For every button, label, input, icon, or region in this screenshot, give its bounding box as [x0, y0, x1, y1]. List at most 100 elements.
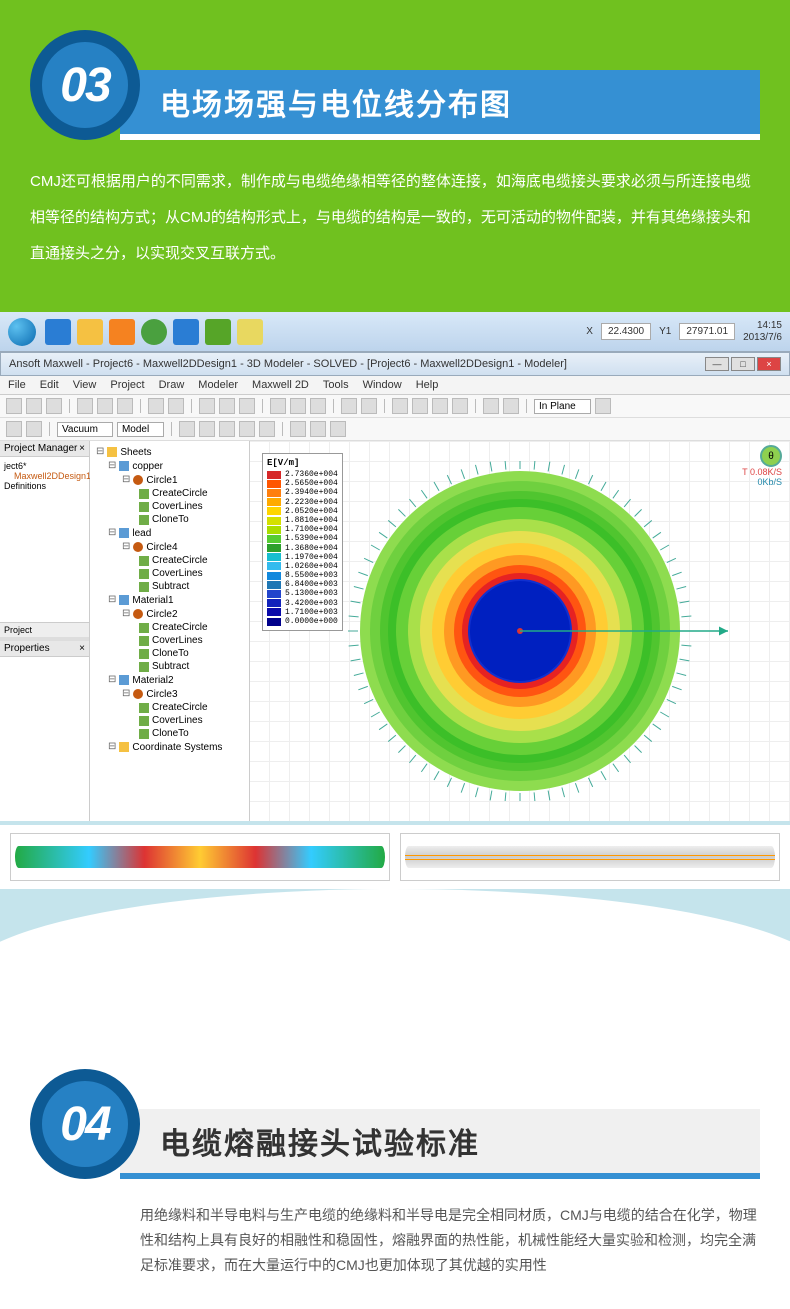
tool-d13[interactable]	[483, 398, 499, 414]
menu-file[interactable]: File	[8, 379, 26, 391]
tool2-8[interactable]	[290, 421, 306, 437]
tree-item[interactable]: ⊟Circle3	[94, 687, 245, 701]
tool2-5[interactable]	[219, 421, 235, 437]
tree-item[interactable]: CoverLines	[94, 714, 245, 727]
taskbar-clock[interactable]: 14:15 2013/7/6	[743, 320, 782, 344]
menu-edit[interactable]: Edit	[40, 379, 59, 391]
tool-save[interactable]	[46, 398, 62, 414]
legend-row: 1.7100e+004	[267, 525, 338, 534]
tool2-6[interactable]	[239, 421, 255, 437]
taskbar-app-icon[interactable]	[109, 319, 135, 345]
ansoft-screenshot: X 22.4300 Y1 27971.01 14:15 2013/7/6 Ans…	[0, 312, 790, 821]
tree-item[interactable]: ⊟Coordinate Systems	[94, 740, 245, 754]
tree-item[interactable]: CreateCircle	[94, 487, 245, 500]
taskbar-explorer-icon[interactable]	[77, 319, 103, 345]
tree-item[interactable]: ⊟Circle4	[94, 540, 245, 554]
tree-item[interactable]: CloneTo	[94, 727, 245, 740]
tree-item[interactable]: CreateCircle	[94, 621, 245, 634]
tool-d14[interactable]	[503, 398, 519, 414]
tool2-9[interactable]	[310, 421, 326, 437]
menu-window[interactable]: Window	[363, 379, 402, 391]
tree-item[interactable]: ⊟Material1	[94, 593, 245, 607]
taskbar-media-icon[interactable]	[141, 319, 167, 345]
tool2-4[interactable]	[199, 421, 215, 437]
tree-item[interactable]: ⊟Circle1	[94, 473, 245, 487]
tool-d7[interactable]	[341, 398, 357, 414]
tree-item[interactable]: ⊟copper	[94, 459, 245, 473]
tree-item[interactable]: Subtract	[94, 580, 245, 593]
taskbar-app2-icon[interactable]	[173, 319, 199, 345]
menu-modeler[interactable]: Modeler	[198, 379, 238, 391]
tree-root[interactable]: ⊟ Sheets	[94, 445, 245, 459]
tool-d2[interactable]	[219, 398, 235, 414]
tool-d5[interactable]	[290, 398, 306, 414]
menu-help[interactable]: Help	[416, 379, 439, 391]
model-select[interactable]: Model	[117, 422, 164, 437]
toolbar-1: In Plane	[0, 395, 790, 418]
tree-item[interactable]: CreateCircle	[94, 701, 245, 714]
tree-item[interactable]: Subtract	[94, 660, 245, 673]
close-button[interactable]: ×	[757, 357, 781, 371]
tool-d4[interactable]	[270, 398, 286, 414]
tree-item[interactable]: ⊟Circle2	[94, 607, 245, 621]
tool-d12[interactable]	[452, 398, 468, 414]
material-select[interactable]: Vacuum	[57, 422, 113, 437]
minimize-button[interactable]: —	[705, 357, 729, 371]
menubar: File Edit View Project Draw Modeler Maxwell 2D…	[0, 376, 790, 395]
menu-tools[interactable]: Tools	[323, 379, 349, 391]
tool-d11[interactable]	[432, 398, 448, 414]
plane-select[interactable]: In Plane	[534, 399, 591, 414]
project-tab[interactable]: Project	[0, 622, 89, 637]
clock-time: 14:15	[743, 320, 782, 332]
badge-03-number: 03	[60, 58, 109, 113]
menu-draw[interactable]: Draw	[159, 379, 185, 391]
tool-d3[interactable]	[239, 398, 255, 414]
tree-item[interactable]: CloneTo	[94, 647, 245, 660]
tool-cut[interactable]	[77, 398, 93, 414]
tool-redo[interactable]	[168, 398, 184, 414]
app-titlebar: Ansoft Maxwell - Project6 - Maxwell2DDes…	[0, 352, 790, 376]
tree-item[interactable]: CloneTo	[94, 513, 245, 526]
tool-d10[interactable]	[412, 398, 428, 414]
tool2-7[interactable]	[259, 421, 275, 437]
legend-row: 1.7100e+003	[267, 608, 338, 617]
tree-item[interactable]: CoverLines	[94, 634, 245, 647]
tool-new[interactable]	[6, 398, 22, 414]
tool-copy[interactable]	[97, 398, 113, 414]
taskbar-ansys-icon[interactable]	[205, 319, 231, 345]
taskbar-ie-icon[interactable]	[45, 319, 71, 345]
tree-item[interactable]: CreateCircle	[94, 554, 245, 567]
taskbar-paint-icon[interactable]	[237, 319, 263, 345]
tool-undo[interactable]	[148, 398, 164, 414]
tool2-2[interactable]	[26, 421, 42, 437]
legend-row: 1.3680e+004	[267, 544, 338, 553]
tree-item[interactable]: ⊟lead	[94, 526, 245, 540]
tool-d9[interactable]	[392, 398, 408, 414]
tree-item[interactable]: CoverLines	[94, 500, 245, 513]
tool-d1[interactable]	[199, 398, 215, 414]
properties-body[interactable]	[0, 657, 89, 822]
badge-04: 04	[30, 1069, 140, 1179]
model-tree[interactable]: ⊟ Sheets ⊟copper⊟Circle1CreateCircleCove…	[90, 441, 250, 821]
tool2-3[interactable]	[179, 421, 195, 437]
tool2-1[interactable]	[6, 421, 22, 437]
definitions-item[interactable]: Definitions	[4, 481, 85, 491]
viz-area[interactable]: θ T 0.08K/S 0Kb/S E[V/m] 2.7360e+0042.56…	[250, 441, 790, 821]
project-item[interactable]: ject6*	[4, 461, 85, 471]
tool-open[interactable]	[26, 398, 42, 414]
tool-paste[interactable]	[117, 398, 133, 414]
design-item[interactable]: Maxwell2DDesign1	[4, 471, 85, 481]
start-button[interactable]	[8, 318, 36, 346]
project-manager-body[interactable]: ject6* Maxwell2DDesign1 Definitions	[0, 457, 89, 622]
project-manager-label: Project Manager	[4, 443, 77, 454]
maximize-button[interactable]: □	[731, 357, 755, 371]
tool-d15[interactable]	[595, 398, 611, 414]
tool2-10[interactable]	[330, 421, 346, 437]
menu-project[interactable]: Project	[110, 379, 144, 391]
menu-maxwell-2d[interactable]: Maxwell 2D	[252, 379, 309, 391]
menu-view[interactable]: View	[73, 379, 97, 391]
tree-item[interactable]: ⊟Material2	[94, 673, 245, 687]
tool-d6[interactable]	[310, 398, 326, 414]
tree-item[interactable]: CoverLines	[94, 567, 245, 580]
tool-d8[interactable]	[361, 398, 377, 414]
